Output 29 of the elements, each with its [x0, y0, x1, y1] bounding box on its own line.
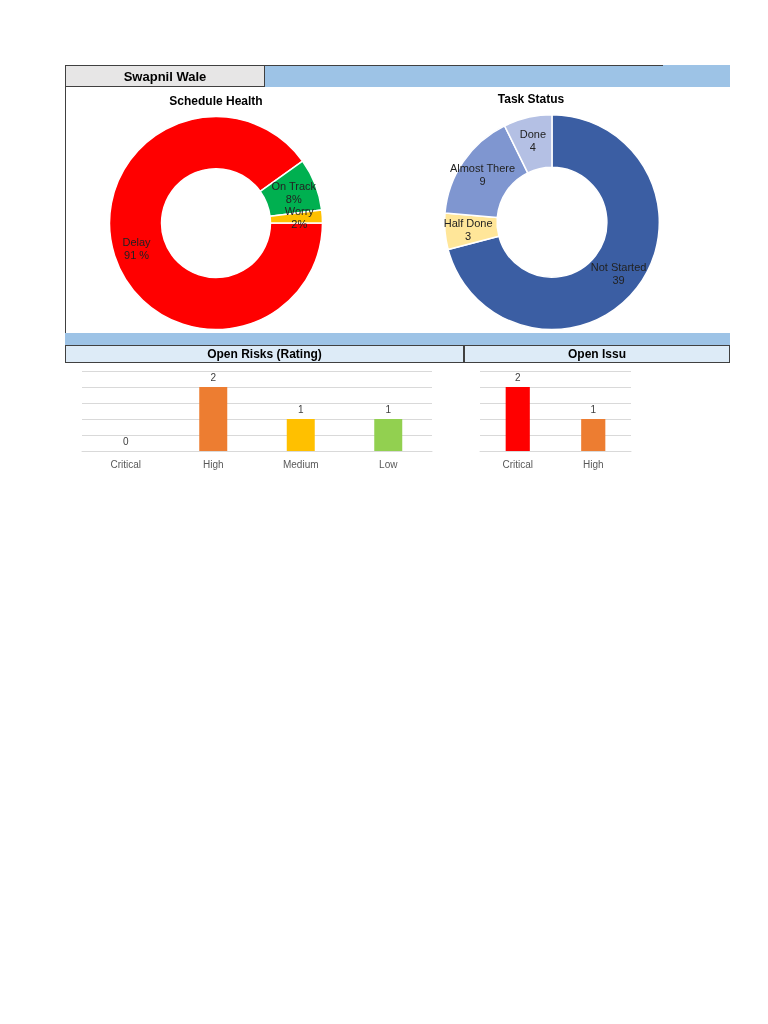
slice-label: Done — [519, 127, 547, 140]
x-tick-label: Medium — [282, 458, 319, 470]
slice-label: On Track — [271, 180, 317, 193]
data-label: 1 — [297, 403, 304, 415]
data-label: 2 — [210, 371, 217, 383]
slice-label: Delay — [122, 236, 152, 249]
slice-label: Half Done — [443, 216, 493, 229]
chart-title: Open Risks (Rating) — [65, 345, 464, 363]
slice-label: Worry — [284, 205, 315, 218]
x-tick-label: Low — [379, 458, 399, 470]
data-label: 0 — [122, 435, 129, 447]
x-tick-label: Critical — [502, 458, 534, 470]
data-label: 8% — [285, 193, 302, 206]
slice-label: Not Started — [590, 261, 647, 274]
chart-title: Task Status — [497, 92, 565, 106]
x-tick-label: Critical — [110, 458, 142, 470]
chart-title: Open Issu — [464, 345, 730, 363]
data-label: 1 — [590, 403, 597, 415]
data-label: 2 — [514, 371, 521, 383]
data-label: 39 — [612, 274, 625, 287]
x-tick-label: High — [582, 458, 604, 470]
data-label: 1 — [385, 403, 392, 415]
data-label: 9 — [479, 175, 486, 188]
data-label: 91 % — [124, 249, 150, 262]
data-label: 4 — [529, 140, 536, 153]
x-tick-label: High — [202, 458, 224, 470]
text: Swapnil Wale — [65, 65, 265, 87]
data-label: 3 — [465, 229, 472, 242]
chart-title: Schedule Health — [169, 94, 263, 108]
